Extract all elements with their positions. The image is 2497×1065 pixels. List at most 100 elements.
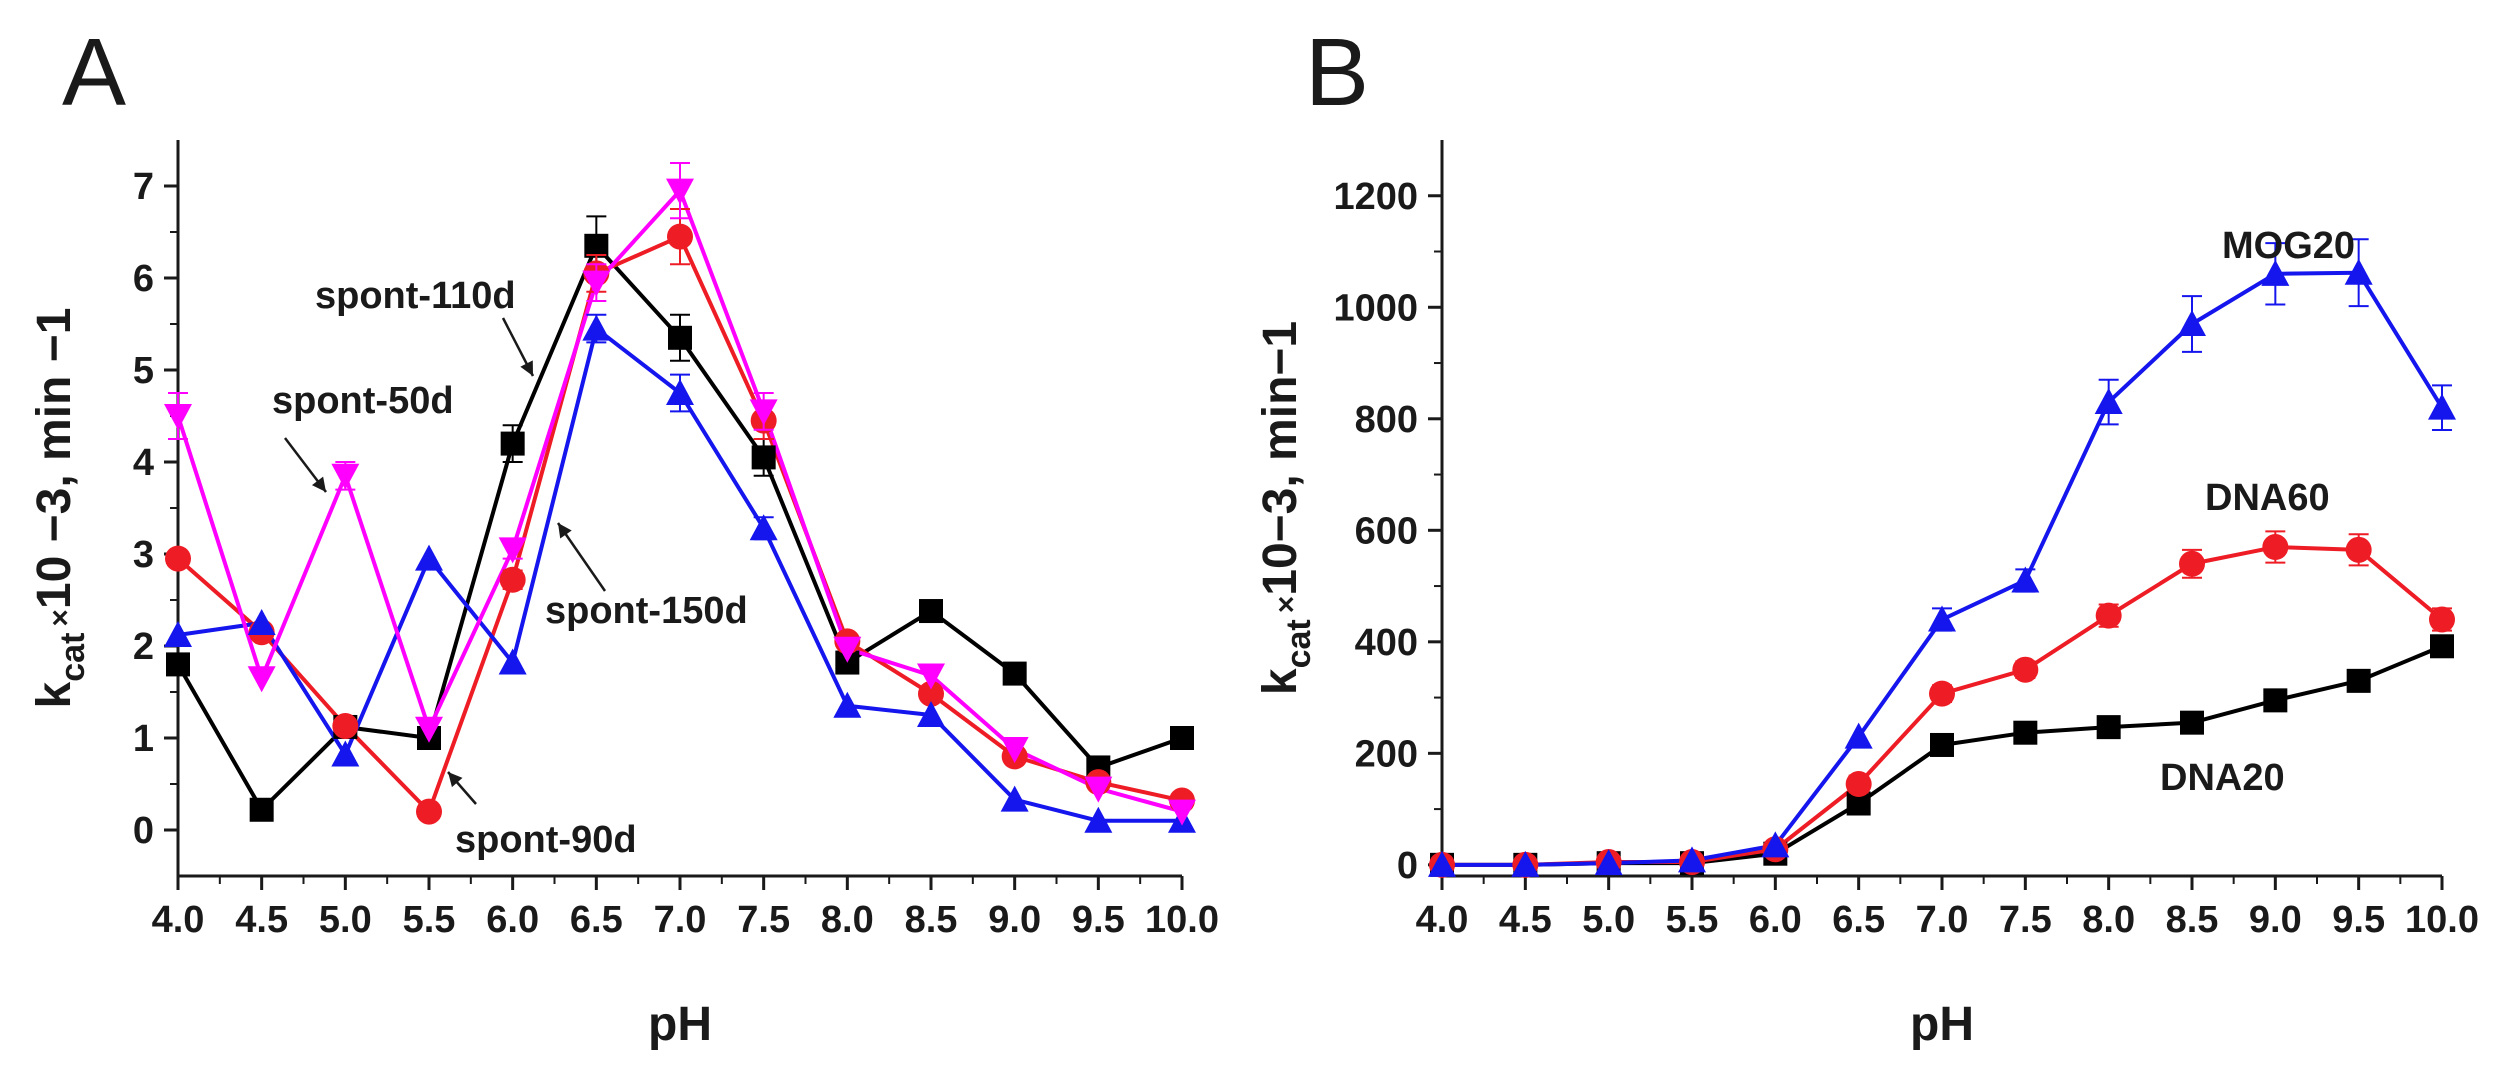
- y-tick-label: 1000: [1333, 287, 1418, 329]
- y-tick-label: 7: [133, 166, 154, 208]
- data-point-spont-150d: [415, 544, 443, 571]
- data-point-spont-50d: [666, 178, 694, 205]
- x-tick-label: 6.5: [570, 899, 623, 941]
- x-tick-label: 9.5: [2332, 899, 2385, 941]
- data-point-MOG20: [2428, 393, 2456, 420]
- annotation-arrow-head: [311, 476, 326, 492]
- x-tick-label: 7.0: [654, 899, 707, 941]
- data-point-spont-50d: [498, 537, 527, 564]
- x-tick-label: 5.0: [319, 899, 372, 941]
- panel-b-letter: B: [1305, 19, 1369, 126]
- data-point-DNA20: [1930, 732, 1954, 757]
- y-tick-label: 1200: [1333, 176, 1418, 218]
- data-point-spont-50d: [164, 404, 192, 430]
- data-point-spont-150d: [331, 740, 360, 767]
- x-tick-label: 4.0: [152, 899, 205, 941]
- data-point-spont-110d: [751, 445, 776, 470]
- y-tick-label: 400: [1355, 622, 1418, 664]
- x-tick-label: 9.0: [988, 899, 1041, 941]
- x-tick-label: 7.5: [1999, 899, 2052, 941]
- y-tick-label: 0: [1397, 845, 1418, 887]
- data-point-spont-150d: [749, 514, 778, 541]
- x-tick-label: 7.0: [1916, 899, 1969, 941]
- series-line-MOG20: [1442, 270, 2444, 867]
- data-point-spont-50d: [1168, 799, 1196, 826]
- data-point-DNA60: [2012, 656, 2039, 683]
- y-tick-label: 2: [133, 626, 154, 668]
- annotation-arrow-head: [448, 772, 463, 788]
- x-tick-label: 6.5: [1832, 899, 1885, 941]
- data-point-MOG20: [2261, 259, 2290, 286]
- data-point-spont-150d: [1084, 806, 1113, 833]
- panel-a-chart: 4.0 4.5 5.0 5.5 6.0 6.5 7.0 7.5 8.0 8.5 9.0 9.5 10.0…: [28, 140, 1219, 1051]
- y-tick-label: 4: [133, 442, 154, 484]
- x-tick-label: 5.5: [403, 899, 456, 941]
- data-point-spont-50d: [415, 716, 443, 743]
- data-point-MOG20: [2094, 388, 2123, 415]
- data-point-spont-110d: [1170, 726, 1194, 750]
- y-axis-title-mult: ×: [44, 609, 77, 627]
- data-point-MOG20: [1928, 605, 1956, 632]
- data-point-spont-110d: [249, 797, 274, 822]
- data-point-spont-90d: [165, 545, 191, 572]
- data-point-spont-150d: [1000, 785, 1029, 812]
- data-point-spont-110d: [668, 325, 692, 350]
- y-axis-title: kcat ×10−3, min−1: [1254, 321, 1318, 695]
- data-point-spont-50d: [917, 663, 945, 690]
- data-point-spont-50d: [833, 636, 862, 663]
- data-point-DNA20: [2180, 710, 2204, 735]
- data-point-DNA20: [2430, 634, 2454, 659]
- data-point-MOG20: [1428, 850, 1456, 877]
- x-tick-label: 5.5: [1666, 899, 1719, 941]
- data-point-MOG20: [2178, 310, 2206, 336]
- y-axis-title-main: k: [1254, 668, 1307, 695]
- panel-a-letter: A: [62, 19, 126, 126]
- y-axis-title: kcat ×10 −3, min −1: [28, 308, 92, 709]
- annotation-label: spont-90d: [455, 819, 637, 861]
- annotation-label: spont-110d: [315, 275, 516, 317]
- data-point-spont-50d: [331, 463, 360, 490]
- data-point-spont-150d: [164, 620, 192, 647]
- x-axis-title: pH: [1910, 998, 1974, 1051]
- x-tick-label: 8.5: [905, 899, 958, 941]
- y-tick-label: 1: [133, 718, 154, 760]
- data-point-spont-90d: [918, 680, 944, 707]
- data-point-spont-90d: [332, 713, 359, 740]
- data-point-DNA20: [2013, 720, 2038, 745]
- data-point-spont-50d: [582, 270, 611, 297]
- annotation-arrow-head: [520, 360, 533, 376]
- data-point-DNA20: [2346, 668, 2371, 693]
- data-point-spont-90d: [416, 798, 442, 825]
- x-tick-label: 10.0: [2405, 899, 2479, 941]
- annotation-arrow-head: [558, 523, 572, 539]
- data-point-MOG20: [1511, 850, 1540, 877]
- data-point-DNA60: [2429, 606, 2455, 633]
- data-point-DNA60: [2095, 602, 2122, 629]
- data-point-MOG20: [1844, 722, 1873, 749]
- y-tick-label: 5: [133, 350, 154, 392]
- data-point-MOG20: [2344, 258, 2373, 285]
- annotation-label: DNA20: [2160, 757, 2285, 799]
- x-tick-label: 5.0: [1582, 899, 1635, 941]
- data-point-spont-110d: [1002, 661, 1027, 686]
- data-point-spont-150d: [498, 648, 527, 675]
- data-point-DNA60: [2179, 550, 2205, 577]
- data-point-spont-150d: [833, 691, 862, 718]
- data-point-spont-50d: [247, 666, 276, 693]
- y-axis-title-rest: 10−3, min−1: [1254, 321, 1307, 596]
- data-point-DNA20: [2096, 715, 2121, 740]
- data-point-MOG20: [1678, 846, 1706, 873]
- data-point-spont-110d: [166, 652, 190, 677]
- data-point-DNA60: [1845, 771, 1872, 797]
- panel-b-chart: 4.0 4.5 5.0 5.5 6.0 6.5 7.0 7.5 8.0 8.5 9.0 9.5 10.0…: [1254, 140, 2479, 1051]
- data-point-spont-90d: [499, 566, 526, 593]
- data-point-spont-150d: [917, 701, 945, 727]
- data-point-DNA20: [2263, 688, 2288, 713]
- data-point-spont-110d: [584, 233, 609, 258]
- data-point-MOG20: [2011, 566, 2040, 593]
- data-point-spont-90d: [667, 223, 693, 250]
- data-point-MOG20: [1594, 849, 1623, 876]
- x-tick-label: 10.0: [1145, 899, 1219, 941]
- data-point-spont-150d: [666, 379, 694, 405]
